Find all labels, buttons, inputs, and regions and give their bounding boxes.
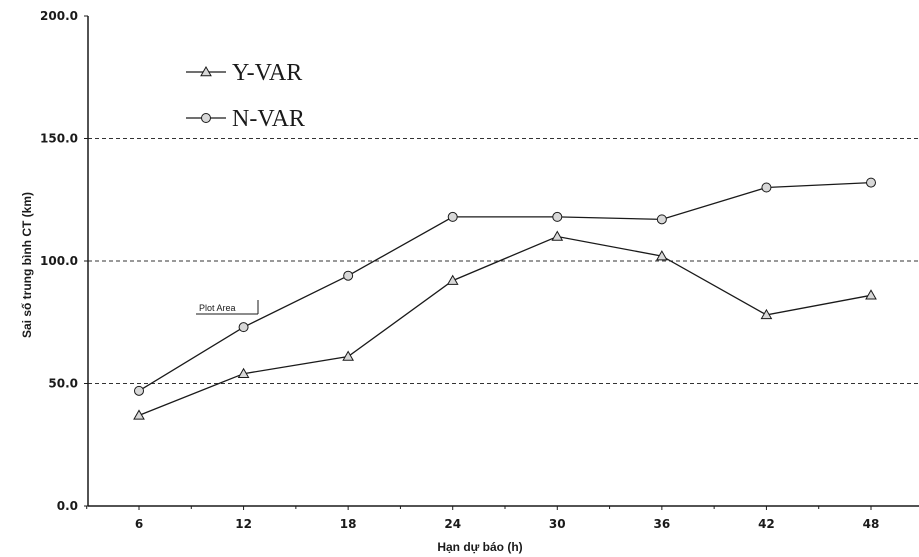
series-line-y-var [138, 235, 872, 416]
legend-marker-n-var [201, 113, 211, 123]
data-point-y-var [760, 308, 773, 320]
data-point-y-var [551, 230, 564, 241]
data-point-y-var [446, 274, 459, 285]
data-point-y-var [655, 250, 668, 261]
data-point-y-var [237, 367, 250, 378]
x-axis-title: Hạn dự báo (h) [437, 540, 522, 554]
series-n-var [134, 177, 876, 396]
x-tick-label: 12 [235, 517, 252, 531]
y-axis-title: Sai số trung bình CT (km) [20, 192, 34, 338]
x-tick-label: 24 [444, 517, 461, 531]
x-tick-label: 6 [135, 517, 143, 531]
data-point-y-var [342, 350, 355, 361]
data-point-n-var [656, 214, 667, 225]
data-point-n-var [761, 182, 772, 193]
legend-marker-y-var [200, 65, 212, 77]
data-point-n-var [343, 270, 354, 281]
data-point-n-var [238, 322, 249, 333]
x-tick-label: 42 [758, 517, 775, 531]
x-tick-label: 30 [549, 517, 566, 531]
x-tick-label: 36 [654, 517, 671, 531]
legend-item-n-var: N-VAR [186, 106, 305, 132]
legend-label-n-var: N-VAR [232, 106, 305, 132]
y-tick-label: 0.0 [57, 499, 78, 513]
y-tick-label: 150.0 [40, 132, 78, 146]
data-point-n-var [134, 385, 144, 396]
plot-area-label: Plot Area [199, 303, 236, 313]
series-line-n-var [138, 181, 872, 392]
data-point-y-var [865, 289, 877, 300]
legend-label-y-var: Y-VAR [232, 60, 302, 86]
x-axis-ticks: 6 12 18 24 30 36 42 48 [86, 506, 880, 531]
gridlines [88, 138, 919, 384]
data-point-n-var [866, 177, 876, 188]
y-tick-label: 100.0 [40, 254, 78, 268]
y-tick-label: 50.0 [48, 377, 78, 391]
data-point-n-var [447, 211, 458, 222]
series [133, 177, 877, 420]
x-tick-label: 18 [340, 517, 357, 531]
plot-area-annotation: Plot Area [196, 300, 259, 315]
legend-item-y-var: Y-VAR [186, 60, 302, 86]
data-point-y-var [133, 409, 145, 420]
y-axis-ticks: 0.0 50.0 100.0 150.0 200.0 [40, 9, 88, 513]
data-point-n-var [552, 211, 563, 222]
y-tick-label: 200.0 [40, 9, 78, 23]
x-tick-label: 48 [863, 517, 880, 531]
legend: Y-VAR N-VAR [186, 60, 305, 132]
series-y-var [133, 230, 877, 420]
